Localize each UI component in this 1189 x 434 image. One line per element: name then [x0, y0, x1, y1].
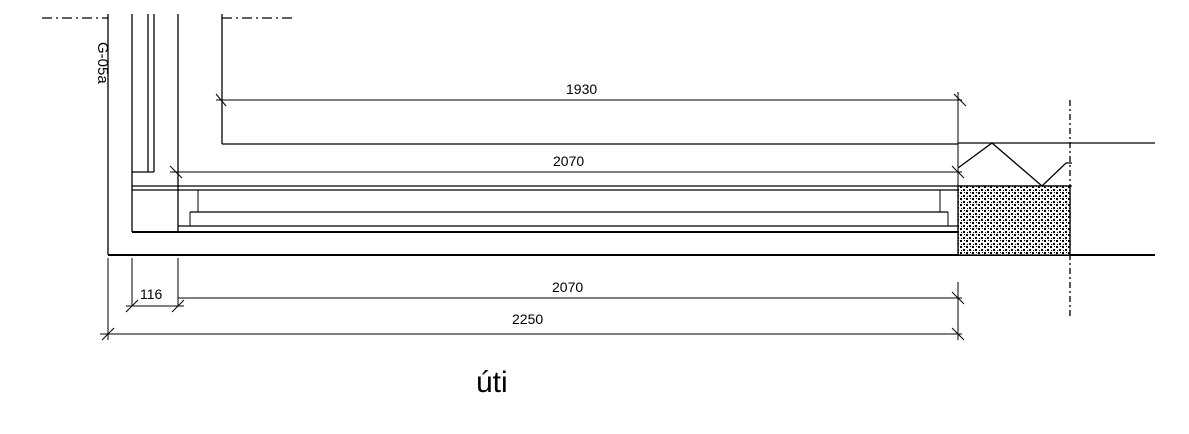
dimension-2250: 2250 — [100, 258, 965, 341]
dim-label-116: 116 — [140, 286, 163, 302]
dim-label-2070-upper: 2070 — [553, 153, 584, 169]
gravel-fill — [957, 185, 1071, 256]
dimension-1930: 1930 — [215, 81, 967, 110]
dimension-116: 116 — [125, 258, 185, 313]
dimension-2070-upper: 2070 — [169, 110, 965, 255]
dimension-2070-lower: 2070 — [178, 279, 965, 340]
dim-label-1930: 1930 — [566, 81, 597, 97]
drawing-caption: úti — [476, 366, 508, 399]
dim-label-2250: 2250 — [512, 311, 543, 327]
reference-label: G-05a — [94, 42, 111, 84]
wall-structure — [107, 14, 223, 255]
dim-label-2070-lower: 2070 — [552, 279, 583, 295]
